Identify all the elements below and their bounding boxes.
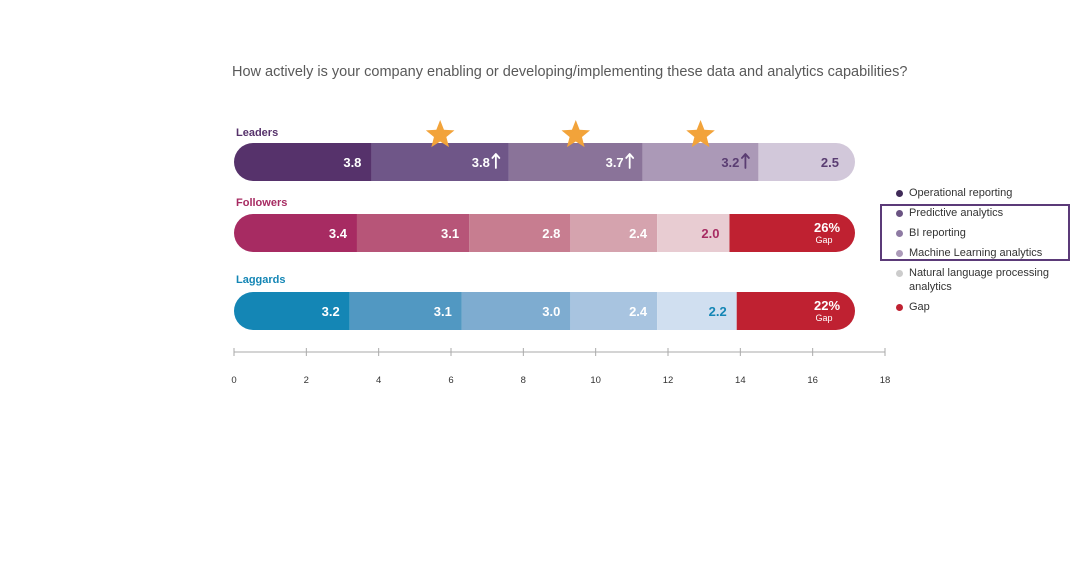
data-label-laggards-3: 3.0 xyxy=(542,304,560,319)
gap-value-followers: 26% xyxy=(814,220,840,235)
bar-segment-followers-2 xyxy=(356,214,470,252)
bar-leaders xyxy=(234,143,855,181)
data-label-followers-2: 3.1 xyxy=(441,226,459,241)
legend-label: Predictive analytics xyxy=(909,207,1004,219)
bar-segment-laggards-3 xyxy=(461,292,571,330)
up-arrow-icon xyxy=(491,153,501,169)
bar-segment-laggards-2 xyxy=(349,292,462,330)
x-tick-label: 18 xyxy=(880,375,891,386)
legend-item-nlp-analytics: Natural language processing analytics xyxy=(896,266,1072,294)
x-tick-label: 10 xyxy=(590,375,601,386)
x-tick-label: 12 xyxy=(663,375,674,386)
data-label-leaders-4: 3.2 xyxy=(721,155,739,170)
star-icon xyxy=(686,120,715,148)
x-tick-label: 6 xyxy=(448,375,453,386)
data-label-laggards-4: 2.4 xyxy=(629,304,648,319)
x-tick-label: 16 xyxy=(807,375,818,386)
bar-segment-leaders-2 xyxy=(371,143,509,181)
data-label-leaders-3: 3.7 xyxy=(606,155,624,170)
legend-label: Operational reporting xyxy=(909,187,1013,199)
bar-segment-laggards-5 xyxy=(657,292,737,330)
group-label-followers: Followers xyxy=(236,197,287,209)
gap-segment-laggards xyxy=(736,292,855,330)
x-tick-label: 0 xyxy=(231,375,236,386)
up-arrow-icon xyxy=(625,153,635,169)
up-arrow-icon xyxy=(741,153,750,169)
bar-segment-followers-1 xyxy=(234,214,357,252)
bar-followers xyxy=(234,214,855,252)
bar-segment-leaders-1 xyxy=(234,143,372,181)
legend: Operational reporting Predictive analyti… xyxy=(896,186,1072,320)
bar-laggards xyxy=(234,292,855,330)
legend-dot-icon xyxy=(896,304,903,311)
legend-dot-icon xyxy=(896,190,903,197)
data-label-leaders-5: 2.5 xyxy=(821,155,839,170)
gap-caption-laggards: Gap xyxy=(815,313,832,323)
x-tick-label: 8 xyxy=(521,375,526,386)
data-label-leaders-1: 3.8 xyxy=(343,155,361,170)
legend-highlight-box xyxy=(880,204,1070,261)
data-label-followers-5: 2.0 xyxy=(701,226,719,241)
bar-segment-leaders-4 xyxy=(642,143,759,181)
bar-segment-laggards-4 xyxy=(570,292,658,330)
legend-label: BI reporting xyxy=(909,227,966,239)
x-tick-label: 4 xyxy=(376,375,381,386)
group-label-leaders: Leaders xyxy=(236,127,278,139)
data-label-followers-4: 2.4 xyxy=(629,226,648,241)
bar-segment-laggards-1 xyxy=(234,292,350,330)
star-icon xyxy=(425,120,455,148)
bar-segment-leaders-5 xyxy=(758,143,849,181)
group-label-laggards: Laggards xyxy=(236,274,286,286)
data-label-followers-1: 3.4 xyxy=(329,226,348,241)
bar-segment-followers-4 xyxy=(570,214,658,252)
x-tick-label: 14 xyxy=(735,375,746,386)
gap-value-laggards: 22% xyxy=(814,298,840,313)
legend-label: Natural language processing analytics xyxy=(909,267,1050,293)
data-label-leaders-2: 3.8 xyxy=(472,155,490,170)
legend-dot-icon xyxy=(896,270,903,277)
legend-dot-icon xyxy=(896,230,903,237)
legend-dot-icon xyxy=(896,250,903,257)
legend-item-predictive-analytics: Predictive analytics xyxy=(896,206,1072,220)
data-label-laggards-2: 3.1 xyxy=(434,304,452,319)
data-label-laggards-1: 3.2 xyxy=(322,304,340,319)
legend-item-machine-learning-analytics: Machine Learning analytics xyxy=(896,246,1072,260)
data-label-laggards-5: 2.2 xyxy=(709,304,727,319)
legend-label: Machine Learning analytics xyxy=(909,247,1043,259)
star-icon xyxy=(561,120,591,148)
chart-question: How actively is your company enabling or… xyxy=(232,64,908,80)
bar-segment-fill xyxy=(847,143,855,181)
x-tick-label: 2 xyxy=(304,375,309,386)
bar-segment-followers-5 xyxy=(657,214,730,252)
legend-dot-icon xyxy=(896,210,903,217)
gap-segment-followers xyxy=(729,214,855,252)
data-label-followers-3: 2.8 xyxy=(542,226,560,241)
bar-segment-leaders-3 xyxy=(508,143,643,181)
bar-segment-followers-3 xyxy=(469,214,571,252)
legend-label: Gap xyxy=(909,301,930,313)
legend-item-gap: Gap xyxy=(896,300,1072,314)
legend-item-bi-reporting: BI reporting xyxy=(896,226,1072,240)
gap-caption-followers: Gap xyxy=(815,235,832,245)
legend-item-operational-reporting: Operational reporting xyxy=(896,186,1072,200)
